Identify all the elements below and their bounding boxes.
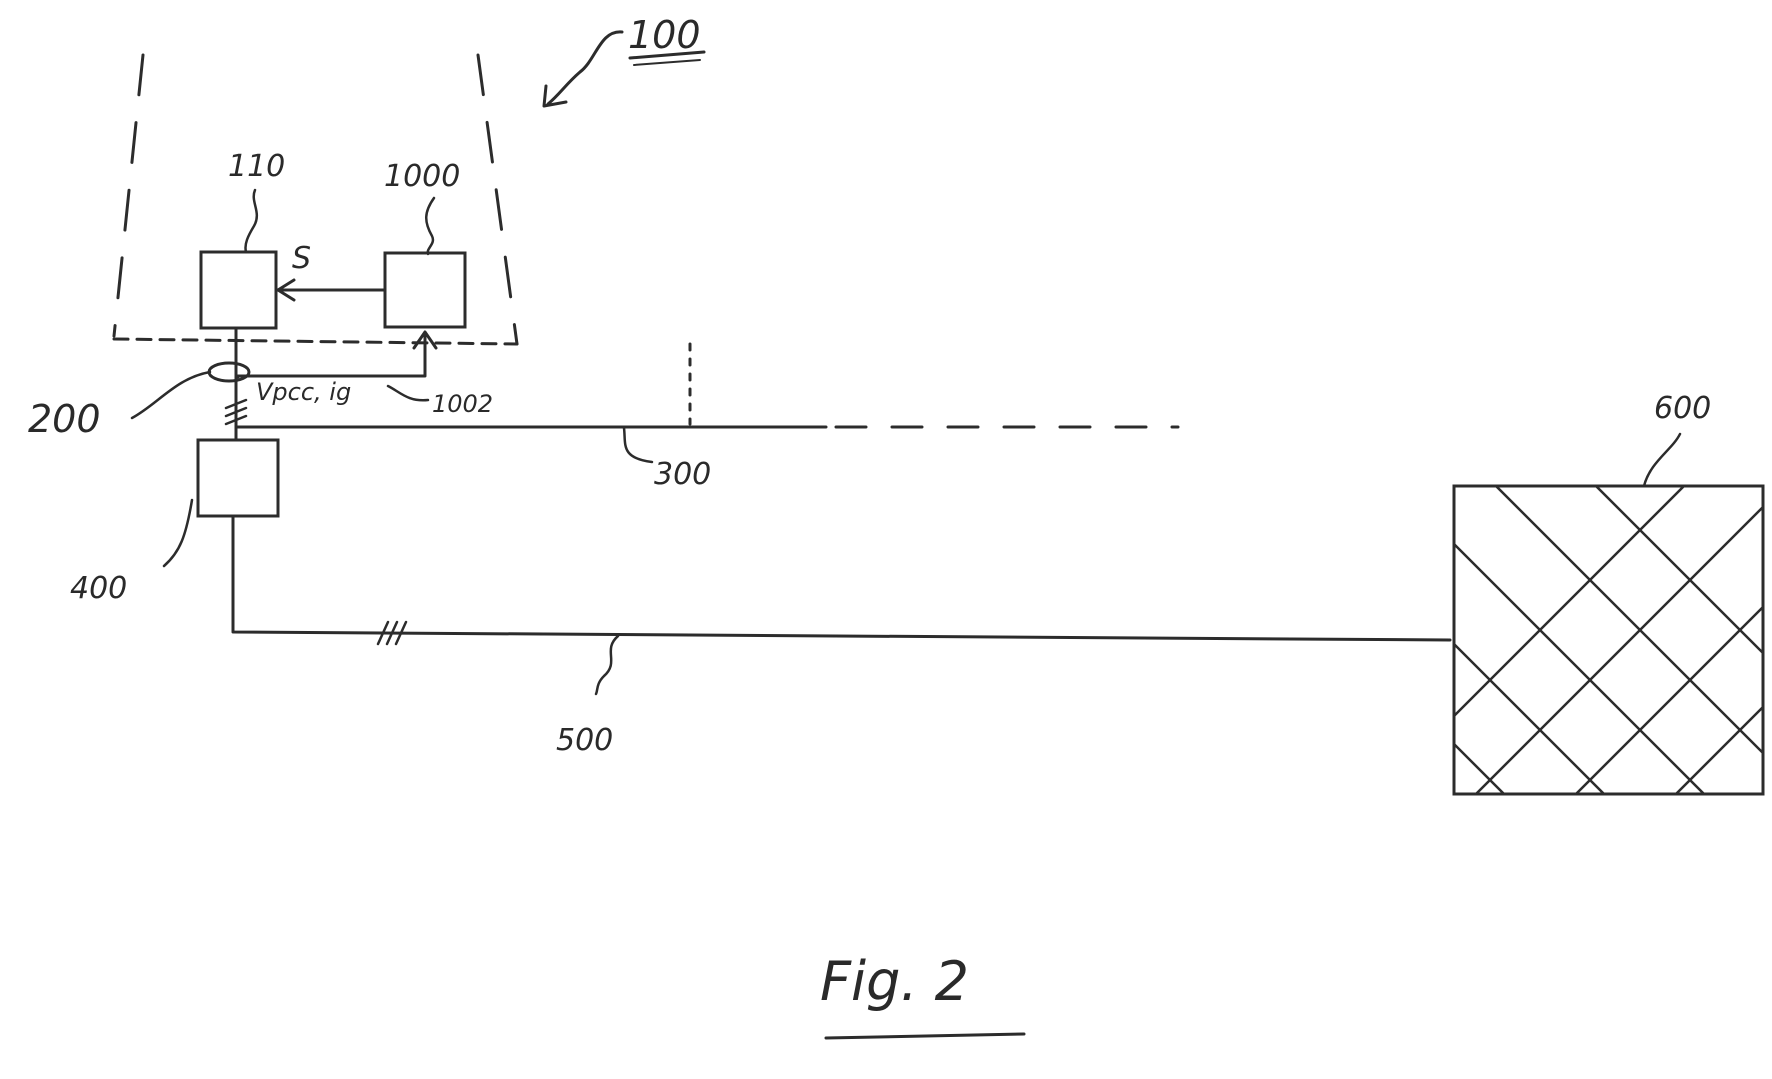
block-1000: 1000 [384, 159, 465, 327]
label-400-leader [164, 500, 192, 566]
label-600-leader [1644, 434, 1680, 486]
label-500: 500 [556, 723, 613, 758]
block-110: 110 [201, 149, 285, 328]
enclosure-left-edge [114, 55, 143, 336]
enclosure-bottom-edge [114, 339, 517, 344]
line-500-path [233, 516, 1450, 640]
label-110: 110 [228, 149, 285, 184]
label-110-leader [245, 190, 256, 252]
label-1000: 1000 [384, 159, 460, 194]
label-100-leader [548, 32, 622, 104]
system-100-reference: 100 [544, 13, 704, 106]
enclosure-right-edge [478, 55, 517, 344]
label-400: 400 [70, 571, 127, 606]
label-200: 200 [28, 397, 101, 441]
label-100: 100 [628, 13, 701, 57]
label-1002-leader [388, 386, 428, 400]
block-110-box [201, 252, 276, 328]
figure-caption-underline [826, 1034, 1024, 1038]
block-1000-box [385, 253, 465, 327]
block-400-box [198, 440, 278, 516]
block-400: 400 [70, 440, 278, 606]
label-vpcc-ig: Vpcc, ig [256, 378, 351, 406]
label-1002: 1002 [432, 390, 493, 418]
label-500-leader [596, 636, 618, 694]
label-300-leader [624, 428, 652, 462]
figure-caption: Fig. 2 [820, 950, 1024, 1038]
figure-caption-text: Fig. 2 [820, 950, 969, 1013]
signal-s: S [278, 241, 385, 300]
label-100-underline-2 [634, 60, 700, 65]
label-1000-leader [426, 198, 434, 254]
line-500: 500 [233, 516, 1450, 758]
label-200-leader [132, 372, 210, 418]
line-300: 300 [236, 344, 1178, 492]
bus-200-measurement-loop [209, 363, 249, 381]
bus-200: Vpcc, ig 200 [28, 328, 351, 441]
block-600-box [1454, 486, 1763, 794]
label-300: 300 [654, 457, 711, 492]
block-600: 600 [1180, 391, 1772, 890]
label-s: S [292, 241, 311, 276]
label-600: 600 [1654, 391, 1711, 426]
